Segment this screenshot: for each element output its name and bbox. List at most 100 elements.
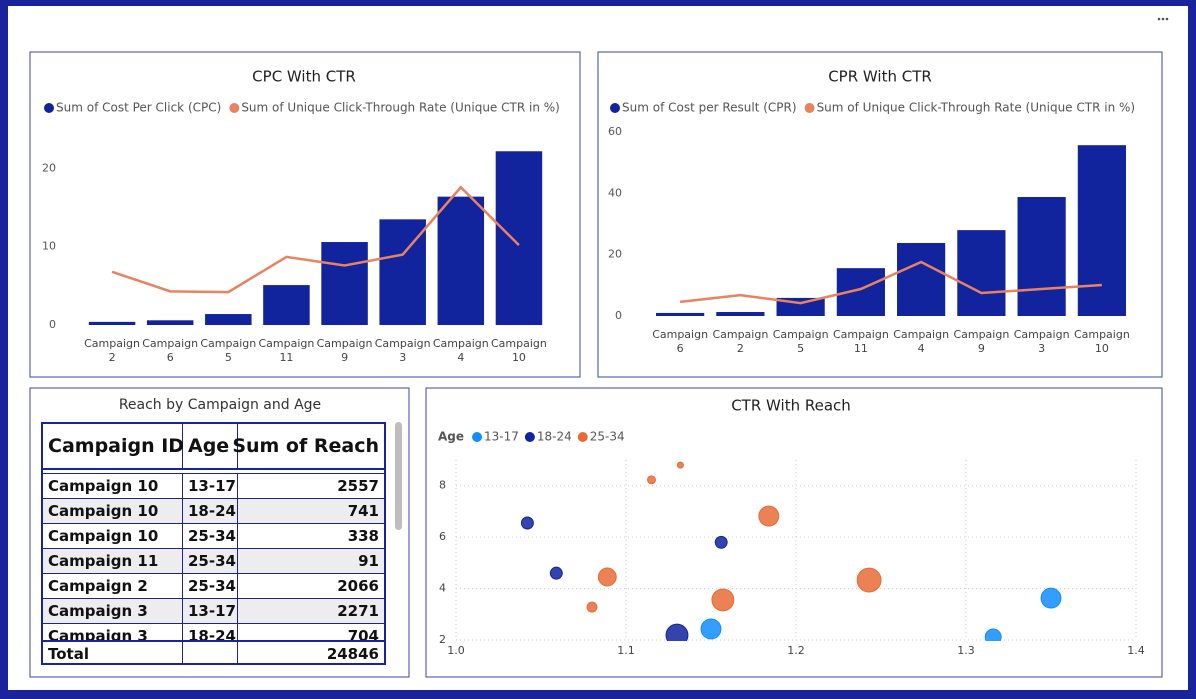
y-tick-label: 0 — [615, 309, 622, 322]
table-cell: Total — [43, 642, 183, 663]
legend-title: Age — [438, 430, 464, 444]
table-cell: 25-34 — [183, 574, 238, 598]
bubble — [711, 588, 735, 612]
table-row: Campaign 3 13-17 2271 — [43, 598, 384, 623]
table: Campaign ID Age Sum of Reach Campaign 10 13-… — [41, 422, 386, 665]
table-cell: Sum of Reach — [232, 435, 379, 457]
bubble — [758, 505, 780, 527]
table-cell — [183, 642, 238, 663]
bar — [205, 314, 252, 325]
bubble — [700, 618, 722, 640]
legend-marker — [44, 103, 54, 113]
table-cell: 25-34 — [183, 524, 238, 548]
bubble — [984, 628, 1002, 641]
bubble — [856, 567, 882, 593]
x-tick-label: Campaign 5 — [773, 328, 829, 355]
bar — [88, 321, 136, 325]
x-tick-label: 1.4 — [1127, 644, 1145, 657]
x-tick-label: Campaign 3 — [1014, 328, 1070, 355]
table-cell: 338 — [347, 527, 379, 545]
x-tick-label: Campaign 5 — [200, 337, 256, 364]
y-tick-label: 60 — [608, 125, 622, 138]
plot-area — [520, 461, 1062, 641]
bar — [716, 312, 765, 316]
x-tick-label: Campaign 10 — [491, 337, 547, 364]
bar — [495, 151, 543, 325]
table-row: Campaign 2 25-34 2066 — [43, 573, 384, 598]
y-tick-label: 4 — [439, 582, 446, 595]
table-cell: 13-17 — [183, 599, 238, 623]
bubble — [1040, 587, 1062, 609]
scrollbar[interactable] — [395, 422, 402, 530]
table-cell: Campaign ID — [43, 424, 184, 468]
table-row: Campaign 10 25-34 338 — [43, 523, 384, 548]
x-tick-label: Campaign 9 — [317, 337, 373, 364]
legend-label: Sum of Cost per Result (CPR) — [622, 101, 797, 115]
more-options[interactable] — [1157, 17, 1169, 21]
bubble — [676, 461, 684, 469]
legend-label: Sum of Unique Click-Through Rate (Unique… — [241, 101, 560, 115]
legend-marker — [804, 103, 815, 113]
legend-label: 13-17 — [484, 430, 519, 444]
table-cell: Campaign 10 — [43, 474, 183, 498]
bubble — [520, 516, 534, 530]
x-tick-label: Campaign 4 — [893, 328, 949, 355]
x-tick-label: 1.0 — [447, 644, 465, 657]
table-cell: 2557 — [337, 477, 379, 495]
bar — [321, 242, 368, 325]
bubble — [665, 623, 689, 641]
panel — [597, 51, 1163, 378]
table-cell: Campaign 2 — [43, 574, 183, 598]
table-row: Campaign 11 25-34 91 — [43, 548, 384, 573]
y-tick-label: 20 — [42, 161, 56, 174]
table-title: Reach by Campaign and Age — [119, 397, 321, 413]
bubble — [549, 566, 563, 580]
y-tick-label: 20 — [608, 248, 622, 261]
x-tick-label: 1.1 — [617, 644, 635, 657]
table-cell: Campaign 11 — [43, 549, 183, 573]
header-row: Campaign ID Age Sum of Reach — [43, 424, 384, 470]
line — [679, 260, 1102, 305]
line — [111, 185, 520, 294]
total-row: Total 24846 — [43, 640, 384, 663]
table-cell: 91 — [358, 552, 379, 570]
x-tick-label: Campaign 6 — [652, 328, 708, 355]
bubble — [714, 535, 728, 549]
bubble — [586, 601, 598, 613]
legend-label: 25-34 — [590, 430, 625, 444]
bar — [656, 312, 705, 316]
table-cell: Campaign 10 — [43, 499, 183, 523]
x-tick-label: Campaign 11 — [259, 337, 315, 364]
x-tick-label: Campaign 6 — [142, 337, 198, 364]
table-cell: 741 — [347, 502, 379, 520]
table-cell: 25-34 — [183, 549, 238, 573]
legend-label: 18-24 — [537, 430, 572, 444]
table-row: Campaign 10 13-17 2557 — [43, 473, 384, 498]
legend-marker — [610, 103, 620, 113]
legend-marker — [229, 103, 240, 113]
bar — [437, 196, 485, 325]
y-tick-label: 40 — [608, 186, 622, 199]
bar — [1017, 197, 1066, 316]
chart-title: CPR With CTR — [828, 68, 932, 86]
x-tick-label: Campaign 3 — [375, 337, 431, 364]
y-tick-label: 0 — [49, 318, 56, 331]
x-tick-label: Campaign 2 — [712, 328, 768, 355]
y-tick-label: 2 — [439, 633, 446, 646]
legend-marker — [524, 432, 535, 442]
bar — [897, 243, 946, 316]
bubble — [647, 475, 656, 485]
chart-title: CTR With Reach — [731, 397, 851, 415]
legend-marker — [472, 432, 483, 442]
table-cell: 2271 — [337, 602, 379, 620]
x-tick-label: Campaign 9 — [953, 328, 1009, 355]
x-tick-label: 1.3 — [957, 644, 975, 657]
y-tick-label: 8 — [439, 479, 446, 492]
bar — [957, 230, 1006, 316]
bar — [146, 320, 194, 325]
table-cell: Campaign 3 — [43, 599, 183, 623]
panel — [425, 387, 1163, 678]
table-row: Campaign 10 18-24 741 — [43, 498, 384, 523]
table-cell: 13-17 — [183, 474, 238, 498]
